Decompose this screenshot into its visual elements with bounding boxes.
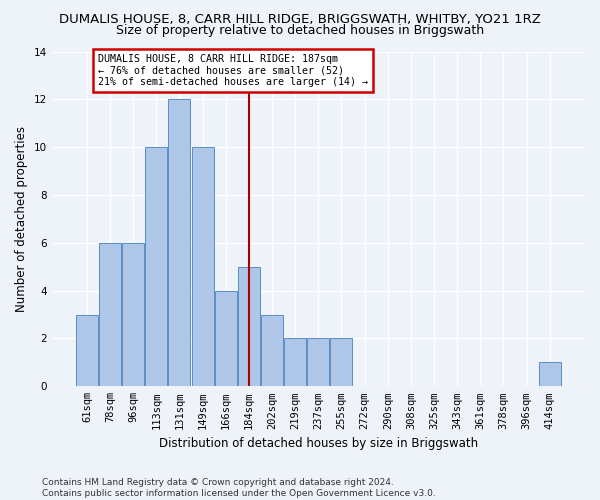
Bar	[261, 314, 283, 386]
Text: Contains HM Land Registry data © Crown copyright and database right 2024.
Contai: Contains HM Land Registry data © Crown c…	[42, 478, 436, 498]
Text: Size of property relative to detached houses in Briggswath: Size of property relative to detached ho…	[116, 24, 484, 37]
Bar	[539, 362, 561, 386]
Bar	[122, 243, 144, 386]
Bar	[191, 147, 214, 386]
Y-axis label: Number of detached properties: Number of detached properties	[15, 126, 28, 312]
Bar	[284, 338, 306, 386]
Bar	[238, 266, 260, 386]
Text: DUMALIS HOUSE, 8, CARR HILL RIDGE, BRIGGSWATH, WHITBY, YO21 1RZ: DUMALIS HOUSE, 8, CARR HILL RIDGE, BRIGG…	[59, 12, 541, 26]
Bar	[99, 243, 121, 386]
Bar	[169, 100, 190, 387]
Bar	[76, 314, 98, 386]
Bar	[307, 338, 329, 386]
Text: DUMALIS HOUSE, 8 CARR HILL RIDGE: 187sqm
← 76% of detached houses are smaller (5: DUMALIS HOUSE, 8 CARR HILL RIDGE: 187sqm…	[98, 54, 368, 87]
X-axis label: Distribution of detached houses by size in Briggswath: Distribution of detached houses by size …	[159, 437, 478, 450]
Bar	[215, 290, 237, 386]
Bar	[145, 147, 167, 386]
Bar	[331, 338, 352, 386]
